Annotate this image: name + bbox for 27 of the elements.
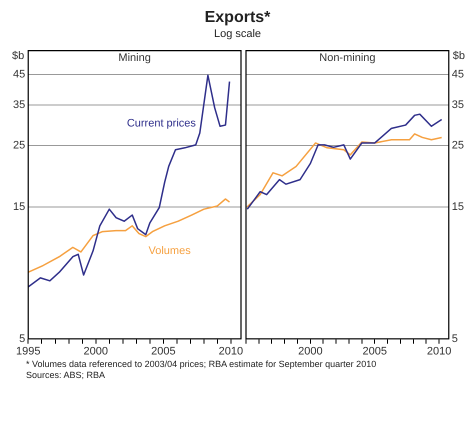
y-tick-label: 35: [12, 98, 26, 111]
y-tick-label: 35: [452, 98, 464, 111]
y-axis-title: $b: [452, 50, 466, 62]
text: Exports*: [204, 8, 272, 28]
x-tick-label: 2000: [298, 345, 323, 358]
y-tick-label: 5: [19, 332, 26, 345]
y-tick-label: 45: [12, 68, 26, 81]
x-tick-label: 2010: [218, 345, 244, 358]
text: Log scale: [212, 28, 262, 41]
y-tick-label: 25: [452, 139, 464, 152]
y-tick-label: 15: [12, 200, 26, 213]
x-tick-label: 1995: [16, 345, 40, 358]
x-tick-label: 2010: [426, 345, 452, 358]
chart-title: Mining: [118, 52, 151, 64]
y-axis-title: $b: [12, 50, 24, 62]
y-tick-label: 45: [452, 68, 464, 81]
x-tick-label: 2000: [84, 345, 108, 358]
text: * Volumes data referenced to 2003/04 prices; RBA estimate for September quarter 2010: [25, 359, 378, 370]
y-tick-label: 25: [12, 139, 26, 152]
source-note: Sources: ABS; RBA: [25, 370, 106, 381]
x-tick-label: 2005: [362, 345, 387, 358]
x-tick-label: 2005: [151, 345, 176, 358]
y-tick-label: 15: [452, 200, 464, 213]
y-tick-label: 5: [452, 332, 458, 345]
series-label: Volumes: [148, 245, 192, 258]
series-label: Current prices: [126, 117, 196, 130]
chart-title: Non-mining: [319, 52, 376, 64]
